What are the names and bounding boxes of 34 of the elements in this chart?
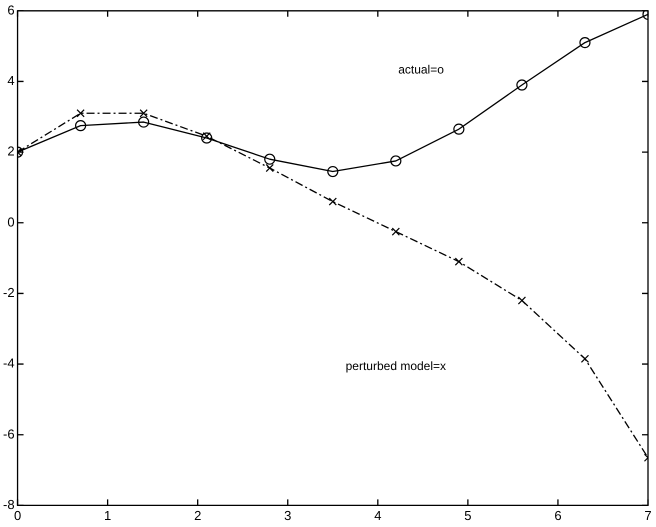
point <box>453 124 464 135</box>
annotation: perturbed model=x <box>346 359 446 374</box>
y-tick-label: -4 <box>2 356 15 371</box>
y-tick-label: -8 <box>2 496 15 512</box>
annotation: actual=o <box>398 62 444 76</box>
point <box>392 227 400 236</box>
point <box>140 109 148 118</box>
point <box>266 164 274 172</box>
x-tick-label: 5 <box>464 508 472 523</box>
point <box>327 166 338 178</box>
y-tick-label: 6 <box>7 2 15 18</box>
point <box>580 354 590 363</box>
point <box>516 79 528 91</box>
point <box>390 155 402 167</box>
point <box>138 116 150 128</box>
point <box>454 258 464 266</box>
y-tick-label: -6 <box>2 426 15 442</box>
point <box>76 109 85 118</box>
y-tick-label: 0 <box>7 214 15 230</box>
x-tick-label: 3 <box>284 508 292 523</box>
x-tick-label: 7 <box>644 508 652 523</box>
y-tick-label: 4 <box>7 73 15 88</box>
x-tick-label: 6 <box>554 508 562 523</box>
y-tick-label: 2 <box>7 144 15 159</box>
x-tick-label: 4 <box>374 508 382 523</box>
point <box>518 296 526 305</box>
x-tick-label: 1 <box>104 508 112 523</box>
point <box>579 36 591 48</box>
x-tick-label: 2 <box>194 508 202 523</box>
point <box>264 154 276 165</box>
point <box>328 197 337 206</box>
point <box>201 132 212 144</box>
point <box>75 120 86 132</box>
y-tick-label: -2 <box>2 285 15 300</box>
